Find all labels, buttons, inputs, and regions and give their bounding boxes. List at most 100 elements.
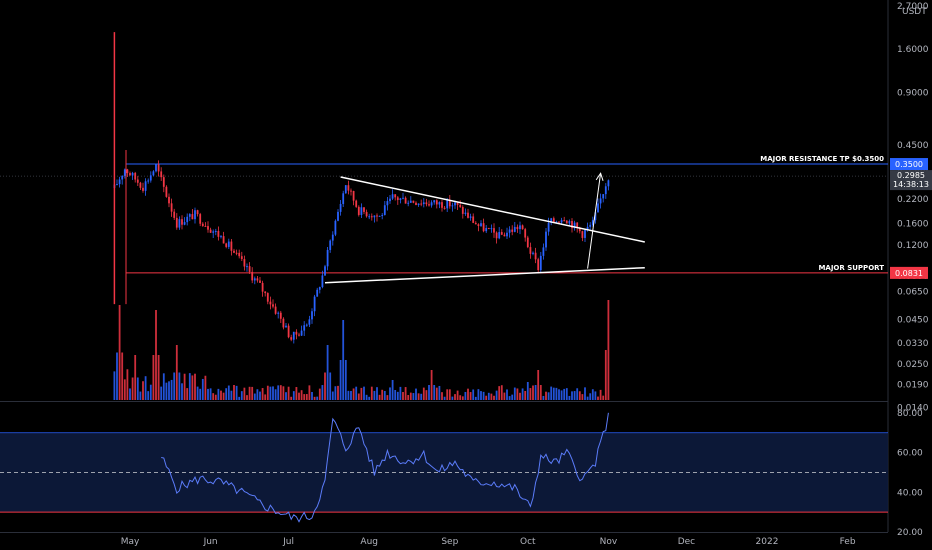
candle-body xyxy=(435,200,438,205)
volume-bar xyxy=(506,389,508,400)
volume-bar xyxy=(422,387,425,400)
volume-bar xyxy=(305,394,308,400)
price-tick-label: 0.1200 xyxy=(897,241,929,251)
volume-bar xyxy=(537,370,540,400)
rsi-line xyxy=(161,412,609,523)
candle-body xyxy=(173,211,176,218)
volume-bar xyxy=(344,360,347,400)
volume-bar xyxy=(586,396,589,400)
trendline xyxy=(324,266,645,284)
volume-bar xyxy=(493,395,495,400)
volume-bar xyxy=(123,379,126,400)
candle-body xyxy=(318,287,321,290)
candle-body xyxy=(238,252,241,257)
candle-body xyxy=(175,217,178,228)
candle-body xyxy=(139,182,142,188)
candle-body xyxy=(149,175,152,181)
last-price-badge-bg xyxy=(890,170,932,191)
last-price-text: 0.2985 xyxy=(897,171,925,180)
price-tick-label: 0.0450 xyxy=(897,315,929,325)
volume-bar xyxy=(446,389,449,400)
candle-body xyxy=(454,202,456,206)
price-tick-label: 0.0190 xyxy=(897,381,929,391)
volume-bar xyxy=(118,305,121,400)
volume-bar xyxy=(529,388,532,400)
volume-bar xyxy=(467,388,469,400)
candle-body xyxy=(389,198,391,202)
arrow-shaft xyxy=(587,173,602,269)
volume-bar xyxy=(430,370,433,400)
candle-body xyxy=(222,236,225,244)
volume-bars xyxy=(113,300,610,400)
volume-bar xyxy=(251,386,254,400)
volume-bar xyxy=(357,393,360,400)
volume-bar xyxy=(581,394,584,400)
volume-bar xyxy=(149,384,152,400)
volume-bar xyxy=(152,355,155,400)
candle-body xyxy=(402,197,404,199)
candle-body xyxy=(552,218,555,223)
volume-bar xyxy=(129,388,131,400)
volume-bar xyxy=(568,395,571,400)
volume-bar xyxy=(142,381,144,400)
candle-body xyxy=(451,205,454,207)
volume-bar xyxy=(563,388,566,400)
candle-body xyxy=(121,175,124,180)
volume-bar xyxy=(248,386,251,400)
price-tick-label: 0.1600 xyxy=(897,219,929,229)
time-tick-label: Dec xyxy=(678,537,695,547)
rsi-pane: 80.00 60.00 40.00 20.00 xyxy=(0,409,923,538)
candle-body xyxy=(170,203,173,212)
candle-body xyxy=(409,200,412,203)
volume-bar xyxy=(292,391,295,400)
volume-bar xyxy=(329,372,332,400)
volume-bar xyxy=(126,369,129,400)
candle-body xyxy=(493,228,495,233)
volume-bar xyxy=(337,385,339,400)
candle-body xyxy=(589,224,592,227)
volume-bar xyxy=(428,385,430,400)
candle-body xyxy=(399,198,402,200)
volume-bar xyxy=(233,385,235,400)
candle-body xyxy=(155,164,157,172)
candle-body xyxy=(591,220,594,225)
candle-body xyxy=(555,221,558,223)
price-tick-label: 0.0140 xyxy=(897,404,929,414)
candle-body xyxy=(370,216,373,218)
volume-bar xyxy=(534,385,537,400)
candle-body xyxy=(602,194,605,199)
candle-body xyxy=(248,266,251,272)
candle-body xyxy=(464,212,467,214)
volume-bar xyxy=(217,388,220,400)
candle-body xyxy=(477,224,480,226)
volume-bar xyxy=(420,393,423,400)
candle-body xyxy=(337,211,339,221)
volume-bar xyxy=(253,393,256,400)
candle-body xyxy=(420,203,423,205)
candle-body xyxy=(365,211,368,217)
candle-body xyxy=(568,220,571,224)
volume-bar xyxy=(175,345,178,400)
volume-bar xyxy=(264,394,267,400)
candle-body xyxy=(539,255,542,271)
volume-bar xyxy=(604,350,607,400)
volume-bar xyxy=(363,386,365,400)
candle-body xyxy=(253,278,256,281)
candle-body xyxy=(326,249,329,267)
candle-body xyxy=(259,280,261,283)
candle-body xyxy=(207,226,209,230)
volume-bar xyxy=(545,391,547,400)
candle-body xyxy=(417,203,420,205)
volume-bar xyxy=(425,390,428,400)
candle-body xyxy=(334,220,337,235)
volume-bar xyxy=(435,387,438,400)
price-tick-label: 0.4500 xyxy=(897,141,929,151)
volume-bar xyxy=(269,386,272,400)
candle-body xyxy=(188,214,191,217)
volume-bar xyxy=(334,386,337,400)
volume-bar xyxy=(279,385,282,400)
volume-bar xyxy=(230,390,233,400)
candle-body xyxy=(292,331,295,340)
volume-bar xyxy=(472,389,475,400)
